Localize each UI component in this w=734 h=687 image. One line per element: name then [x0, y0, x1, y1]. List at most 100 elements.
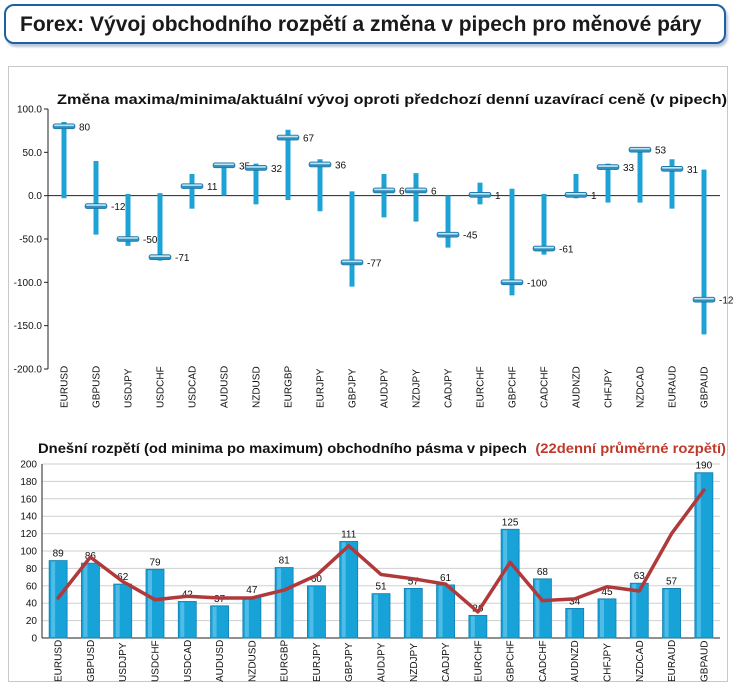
- chart2-category-label: GBPCHF: [506, 640, 517, 682]
- chart2-title: Dnešní rozpětí (od minima po maximum) ob…: [38, 441, 726, 456]
- chart1-category-label: GBPUSD: [92, 366, 103, 408]
- chart2-y-tick-label: 60: [26, 581, 38, 592]
- chart2-bar-highlight: [212, 606, 217, 637]
- chart1-y-tick-label: -50.0: [19, 235, 42, 246]
- chart1-data-label: -71: [175, 253, 190, 264]
- chart1-category-label: CADJPY: [444, 368, 455, 408]
- chart2-bar-highlight: [115, 585, 120, 637]
- chart1-category-label: USDCAD: [188, 366, 199, 408]
- chart2-data-label: 190: [696, 461, 713, 472]
- chart1-current-marker-highlight: [566, 193, 586, 195]
- chart2-category-label: USDCHF: [151, 640, 162, 682]
- chart1-category-label: EURAUD: [668, 366, 679, 408]
- chart1-y-tick-label: 50.0: [23, 148, 43, 159]
- chart1-data-label: -77: [367, 258, 382, 269]
- chart1-data-label: -100: [527, 278, 547, 289]
- chart2-y-tick-label: 100: [20, 547, 37, 558]
- chart1-current-marker-highlight: [182, 184, 202, 186]
- chart2-data-label: 111: [341, 529, 357, 540]
- chart2-data-label: 89: [53, 549, 65, 560]
- chart1-current-marker-highlight: [310, 162, 330, 165]
- chart1-category-label: EURGBP: [284, 365, 295, 408]
- chart2-y-tick-label: 200: [20, 460, 37, 471]
- chart2-category-label: GBPAUD: [699, 641, 710, 683]
- chart1-current-marker-highlight: [86, 204, 106, 206]
- chart1-category-label: CADCHF: [540, 366, 551, 408]
- chart1-current-marker-highlight: [118, 237, 138, 239]
- chart1-current-marker-highlight: [214, 163, 234, 166]
- chart2-data-label: 60: [311, 574, 323, 585]
- chart2-y-tick-label: 120: [20, 529, 37, 540]
- chart2-category-label: NZDJPY: [409, 643, 420, 682]
- chart2-bar-highlight: [244, 598, 249, 637]
- chart2-data-label: 45: [601, 587, 613, 598]
- chart2-data-label: 51: [375, 582, 387, 593]
- chart2-title-average: (22denní průměrné rozpětí): [535, 441, 726, 456]
- chart2-bar-highlight: [180, 602, 185, 637]
- chart2-bar-highlight: [438, 585, 443, 637]
- chart1-data-label: 6: [399, 186, 405, 197]
- chart1-data-label: -45: [463, 231, 478, 242]
- chart1-category-label: NZDCAD: [636, 366, 647, 408]
- chart2-bar-highlight: [535, 579, 540, 637]
- chart2-data-label: 57: [408, 576, 420, 587]
- chart1-title: Změna maxima/minima/aktuální vývoj oprot…: [57, 92, 727, 107]
- chart2-bar-highlight: [406, 589, 411, 637]
- chart2-category-label: EURAUD: [667, 640, 678, 682]
- chart1-y-tick-label: -150.0: [14, 321, 43, 332]
- chart1-current-marker-highlight: [150, 255, 170, 257]
- chart1-current-marker-highlight: [438, 232, 458, 235]
- chart2-data-label: 79: [149, 557, 161, 568]
- chart1-category-label: EURJPY: [316, 368, 327, 408]
- chart2-bar-highlight: [696, 473, 701, 637]
- chart1-category-label: USDJPY: [124, 368, 135, 408]
- chart2-bar-highlight: [148, 570, 152, 637]
- chart1-data-label: -50: [143, 235, 158, 246]
- chart2-category-label: NZDUSD: [247, 640, 258, 682]
- chart2-category-label: AUDJPY: [377, 642, 388, 682]
- chart2-bar-highlight: [503, 530, 508, 637]
- chart2-data-label: 34: [569, 596, 581, 607]
- chart2-category-label: AUDUSD: [215, 640, 226, 682]
- chart1-category-label: GBPJPY: [348, 368, 359, 408]
- chart1-current-marker-highlight: [662, 167, 682, 169]
- chart2-bar-highlight: [341, 542, 346, 637]
- chart2-bar-highlight: [309, 586, 314, 637]
- chart1-category-label: EURCHF: [476, 366, 487, 408]
- chart2-bar-highlight: [664, 589, 669, 637]
- chart2-bar-highlight: [470, 616, 475, 637]
- chart2-category-label: USDCAD: [183, 640, 194, 682]
- chart1-data-label: 33: [623, 163, 635, 174]
- chart2-category-label: CADJPY: [441, 642, 452, 682]
- chart2-category-label: AUDNZD: [570, 640, 581, 682]
- chart2-data-label: 47: [246, 585, 258, 596]
- chart1-data-label: 32: [271, 164, 283, 175]
- chart1-y-tick-label: -100.0: [14, 278, 43, 289]
- chart1-data-label: 31: [687, 165, 699, 176]
- chart1-y-tick-label: 100.0: [17, 105, 42, 116]
- chart2-y-tick-label: 140: [20, 512, 37, 523]
- chart1-category-label: NZDJPY: [412, 369, 423, 408]
- chart1-data-label: 67: [303, 134, 315, 145]
- chart1-y-tick-label: -200.0: [14, 365, 43, 376]
- chart1-category-label: NZDUSD: [252, 366, 263, 408]
- chart1-current-marker-highlight: [630, 147, 650, 150]
- chart1-data-label: 1: [591, 191, 597, 202]
- chart2-y-tick-label: 0: [31, 634, 37, 645]
- chart2-category-label: EURUSD: [54, 640, 65, 682]
- chart1-data-label: -120: [719, 296, 734, 307]
- chart1-current-marker-highlight: [598, 165, 618, 167]
- chart1-current-marker-highlight: [278, 135, 298, 138]
- chart1-current-marker-highlight: [246, 166, 266, 168]
- chart1-current-marker-highlight: [374, 188, 394, 191]
- chart1-current-marker-highlight: [534, 246, 554, 249]
- chart1-category-label: EURUSD: [60, 366, 71, 408]
- chart1-data-label: 36: [335, 160, 347, 171]
- chart1-category-label: AUDNZD: [572, 366, 583, 408]
- chart2-category-label: EURCHF: [473, 640, 484, 682]
- chart1-current-marker-highlight: [406, 188, 426, 191]
- chart2-bar-highlight: [374, 594, 378, 637]
- chart2-y-tick-label: 40: [26, 599, 38, 610]
- chart2-category-label: GBPJPY: [344, 642, 355, 682]
